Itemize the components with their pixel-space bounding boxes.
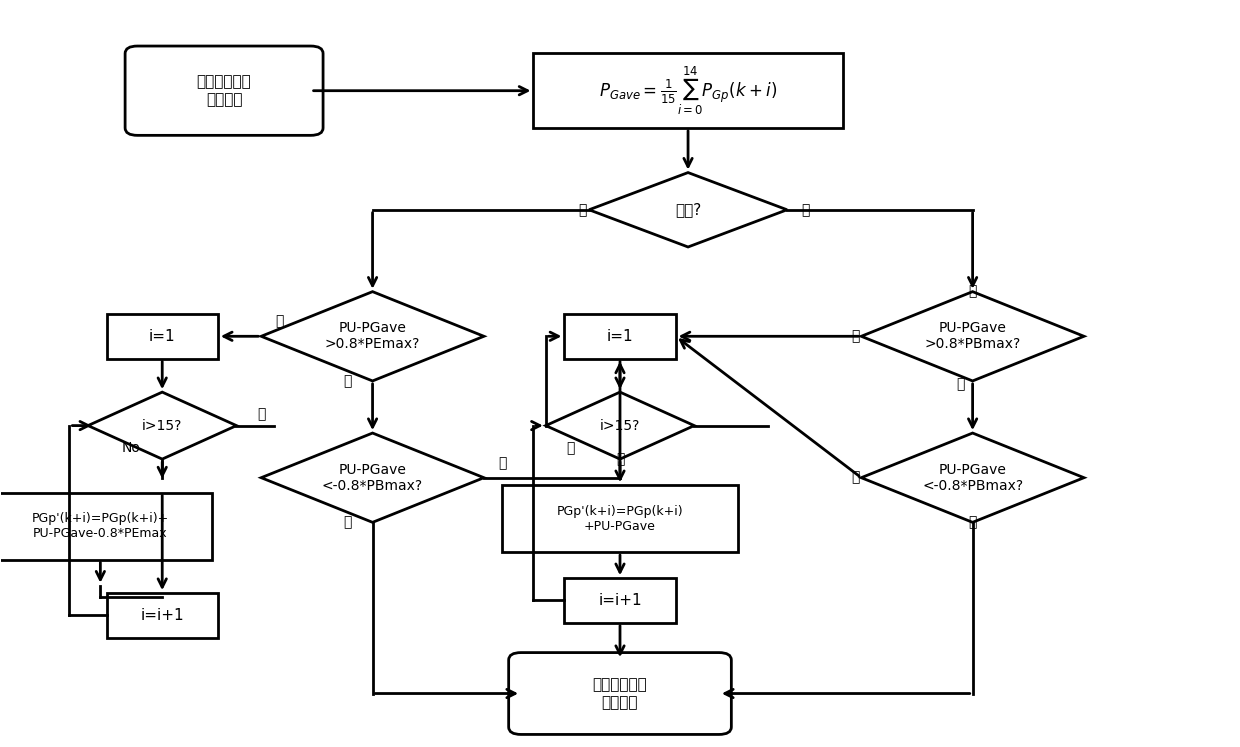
- Text: No: No: [122, 441, 140, 455]
- Bar: [564, 314, 676, 359]
- Text: 是: 是: [851, 471, 859, 485]
- Text: 是: 是: [801, 202, 810, 217]
- Polygon shape: [862, 433, 1084, 522]
- Text: i=1: i=1: [606, 329, 634, 344]
- Text: 是: 是: [567, 441, 574, 455]
- Text: 是: 是: [968, 285, 977, 299]
- Bar: [502, 485, 738, 552]
- Bar: [533, 54, 843, 128]
- Polygon shape: [262, 291, 484, 381]
- FancyBboxPatch shape: [125, 46, 324, 135]
- Polygon shape: [88, 392, 237, 459]
- Text: 否: 否: [343, 374, 352, 388]
- FancyBboxPatch shape: [508, 653, 732, 734]
- Text: i=1: i=1: [149, 329, 176, 344]
- Bar: [0, 492, 212, 560]
- Text: $P_{Gave}=\frac{1}{15}\sum_{i=0}^{14}P_{Gp}(k+i)$: $P_{Gave}=\frac{1}{15}\sum_{i=0}^{14}P_{…: [599, 65, 777, 117]
- Text: 否: 否: [851, 329, 859, 344]
- Text: 晴天?: 晴天?: [675, 202, 701, 217]
- Text: PU-PGave
<-0.8*PBmax?: PU-PGave <-0.8*PBmax?: [322, 462, 423, 493]
- Text: PGp'(k+i)=PGp(k+i)+
PU-PGave-0.8*PEmax: PGp'(k+i)=PGp(k+i)+ PU-PGave-0.8*PEmax: [32, 512, 169, 540]
- Text: i>15?: i>15?: [600, 418, 640, 433]
- Text: i>15?: i>15?: [143, 418, 182, 433]
- Polygon shape: [262, 433, 484, 522]
- Text: i=i+1: i=i+1: [140, 608, 184, 623]
- Text: i=i+1: i=i+1: [598, 593, 642, 608]
- Text: PGp'(k+i)=PGp(k+i)
+PU-PGave: PGp'(k+i)=PGp(k+i) +PU-PGave: [557, 505, 683, 533]
- Text: 光伏计划出力
修正开始: 光伏计划出力 修正开始: [197, 75, 252, 107]
- Text: 光伏计划出力
修正结束: 光伏计划出力 修正结束: [593, 678, 647, 710]
- Text: 是: 是: [498, 456, 507, 470]
- Text: 是: 是: [275, 314, 284, 329]
- Bar: [107, 593, 218, 638]
- Polygon shape: [589, 173, 787, 247]
- Text: 否: 否: [956, 378, 965, 391]
- Text: PU-PGave
<-0.8*PBmax?: PU-PGave <-0.8*PBmax?: [923, 462, 1023, 493]
- Text: PU-PGave
>0.8*PEmax?: PU-PGave >0.8*PEmax?: [325, 321, 420, 351]
- Bar: [564, 578, 676, 623]
- Text: 否: 否: [968, 515, 977, 530]
- Text: 是: 是: [257, 407, 265, 421]
- Polygon shape: [546, 392, 694, 459]
- Text: 否: 否: [616, 452, 624, 466]
- Polygon shape: [862, 291, 1084, 381]
- Text: 否: 否: [343, 515, 352, 530]
- Bar: [107, 314, 218, 359]
- Text: PU-PGave
>0.8*PBmax?: PU-PGave >0.8*PBmax?: [925, 321, 1021, 351]
- Text: 否: 否: [579, 202, 587, 217]
